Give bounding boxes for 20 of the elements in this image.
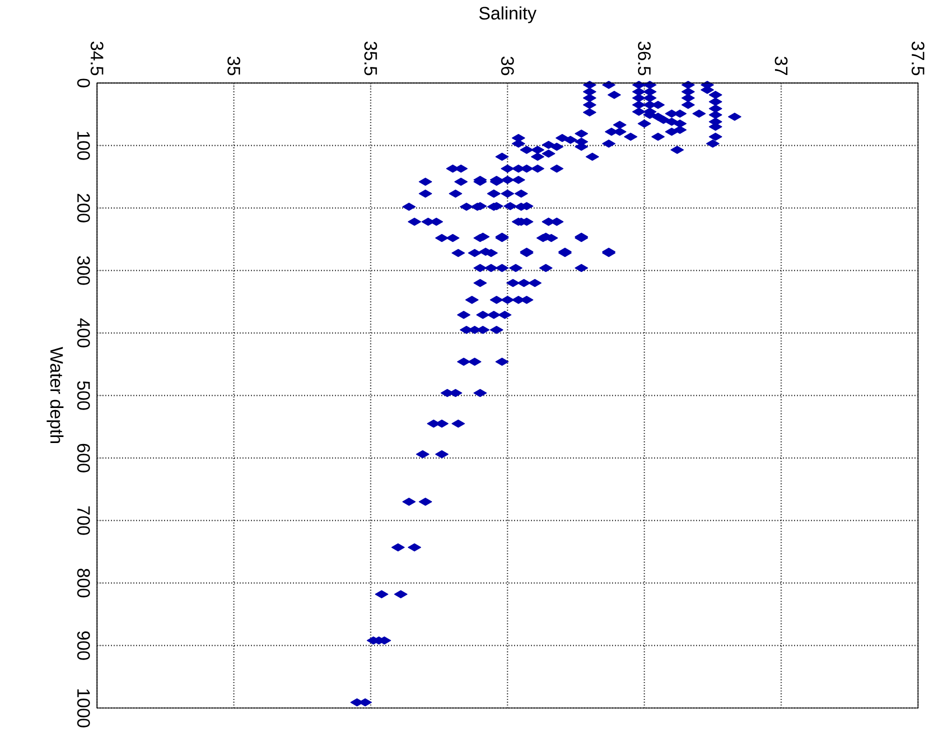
y-tick-label: 600: [77, 444, 90, 472]
x-tick-label: 35.5: [364, 42, 378, 76]
y-tick-label: 100: [77, 132, 90, 160]
y-axis-title: Water depth: [46, 346, 64, 444]
x-tick-label: 36: [501, 56, 514, 76]
y-tick-label: 1000: [77, 689, 90, 728]
x-tick-label: 35: [227, 56, 240, 76]
y-tick-label: 800: [77, 568, 90, 598]
y-tick-label: 400: [77, 318, 90, 348]
y-tick-label: 0: [77, 78, 90, 88]
y-tick-label: 700: [77, 506, 90, 535]
x-tick-label: 37: [774, 56, 788, 76]
x-tick-label: 36.5: [638, 42, 651, 76]
x-tick-label: 34.5: [90, 42, 104, 76]
y-tick-label: 200: [77, 194, 90, 222]
x-tick-label: 37.5: [912, 42, 924, 76]
x-axis-title: Salinity: [479, 6, 536, 24]
y-tick-label: 500: [77, 381, 90, 410]
y-tick-label: 300: [77, 256, 90, 285]
y-tick-label: 900: [77, 631, 90, 660]
